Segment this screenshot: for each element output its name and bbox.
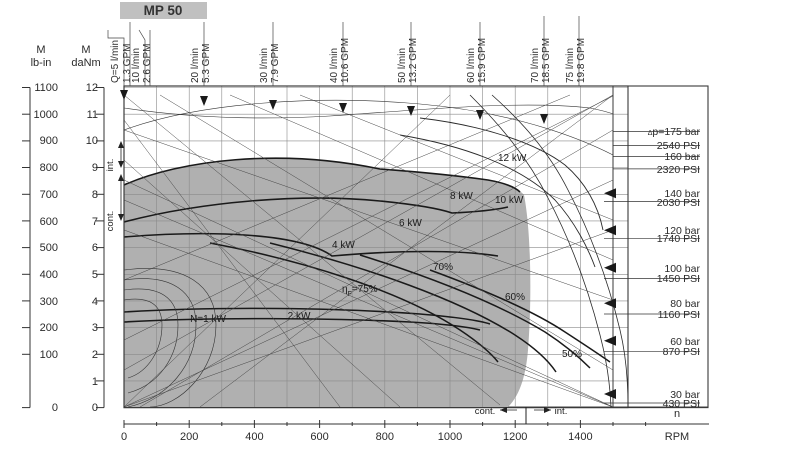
svg-text:2 kW: 2 kW bbox=[288, 311, 311, 322]
svg-text:600: 600 bbox=[310, 431, 328, 443]
svg-text:cont.: cont. bbox=[475, 406, 496, 417]
svg-text:50%: 50% bbox=[562, 349, 582, 360]
svg-text:Δp=175 bar: Δp=175 bar bbox=[648, 126, 701, 138]
svg-text:200: 200 bbox=[180, 431, 198, 443]
svg-text:1000: 1000 bbox=[34, 109, 58, 121]
svg-text:10 l/min: 10 l/min bbox=[131, 48, 142, 83]
svg-text:75 l/min: 75 l/min bbox=[565, 48, 576, 83]
svg-text:2.6 GPM: 2.6 GPM bbox=[142, 44, 153, 83]
svg-text:MP 50: MP 50 bbox=[144, 3, 183, 18]
svg-text:1000: 1000 bbox=[438, 431, 462, 443]
svg-text:160 bar: 160 bar bbox=[664, 151, 700, 163]
svg-text:lb-in: lb-in bbox=[31, 57, 52, 69]
svg-text:13.2 GPM: 13.2 GPM bbox=[408, 38, 419, 83]
svg-text:60%: 60% bbox=[505, 292, 525, 303]
svg-text:900: 900 bbox=[40, 135, 58, 147]
svg-text:7.9 GPM: 7.9 GPM bbox=[270, 44, 281, 83]
svg-text:5: 5 bbox=[92, 269, 98, 281]
svg-text:400: 400 bbox=[245, 431, 263, 443]
svg-text:19.8 GPM: 19.8 GPM bbox=[576, 38, 587, 83]
svg-text:15.9 GPM: 15.9 GPM bbox=[477, 38, 488, 83]
svg-text:800: 800 bbox=[40, 162, 58, 174]
svg-text:20 l/min: 20 l/min bbox=[190, 48, 201, 83]
svg-text:30 l/min: 30 l/min bbox=[259, 48, 270, 83]
svg-text:8 kW: 8 kW bbox=[450, 191, 473, 202]
svg-text:1450 PSI: 1450 PSI bbox=[657, 273, 700, 285]
svg-text:200: 200 bbox=[40, 322, 58, 334]
svg-text:5.3 GPM: 5.3 GPM bbox=[201, 44, 212, 83]
svg-text:0: 0 bbox=[52, 402, 58, 414]
svg-text:400: 400 bbox=[40, 269, 58, 281]
svg-text:800: 800 bbox=[376, 431, 394, 443]
svg-text:8: 8 bbox=[92, 189, 98, 201]
svg-text:7: 7 bbox=[92, 216, 98, 228]
svg-text:6 kW: 6 kW bbox=[399, 218, 422, 229]
svg-text:60 l/min: 60 l/min bbox=[466, 48, 477, 83]
svg-text:2320 PSI: 2320 PSI bbox=[657, 164, 700, 176]
svg-text:18.5 GPM: 18.5 GPM bbox=[541, 38, 552, 83]
svg-text:0: 0 bbox=[121, 431, 127, 443]
svg-text:2: 2 bbox=[92, 349, 98, 361]
svg-text:600: 600 bbox=[40, 216, 58, 228]
svg-text:500: 500 bbox=[40, 242, 58, 254]
svg-text:1100: 1100 bbox=[34, 82, 58, 94]
svg-text:10.6 GPM: 10.6 GPM bbox=[340, 38, 351, 83]
svg-text:1200: 1200 bbox=[503, 431, 527, 443]
svg-text:100: 100 bbox=[40, 349, 58, 361]
svg-text:cont.: cont. bbox=[105, 211, 116, 232]
svg-text:1: 1 bbox=[92, 376, 98, 388]
svg-text:430 PSI: 430 PSI bbox=[663, 398, 700, 410]
svg-text:700: 700 bbox=[40, 189, 58, 201]
svg-text:RPM: RPM bbox=[665, 431, 689, 443]
svg-text:M: M bbox=[81, 44, 90, 56]
svg-text:12 kW: 12 kW bbox=[498, 153, 527, 164]
svg-text:int.: int. bbox=[555, 406, 568, 417]
svg-text:870 PSI: 870 PSI bbox=[663, 346, 700, 358]
svg-text:300: 300 bbox=[40, 296, 58, 308]
svg-text:Q=5 l/min: Q=5 l/min bbox=[110, 40, 121, 83]
svg-text:70 l/min: 70 l/min bbox=[530, 48, 541, 83]
svg-text:4: 4 bbox=[92, 296, 98, 308]
svg-text:int.: int. bbox=[105, 159, 116, 172]
svg-text:1740 PSI: 1740 PSI bbox=[657, 233, 700, 245]
svg-text:2030 PSI: 2030 PSI bbox=[657, 197, 700, 209]
svg-text:40 l/min: 40 l/min bbox=[329, 48, 340, 83]
svg-text:50 l/min: 50 l/min bbox=[397, 48, 408, 83]
svg-text:1160 PSI: 1160 PSI bbox=[658, 309, 700, 321]
svg-text:1400: 1400 bbox=[568, 431, 592, 443]
svg-text:M: M bbox=[36, 44, 45, 56]
svg-text:11: 11 bbox=[87, 109, 98, 121]
svg-text:daNm: daNm bbox=[71, 57, 100, 69]
